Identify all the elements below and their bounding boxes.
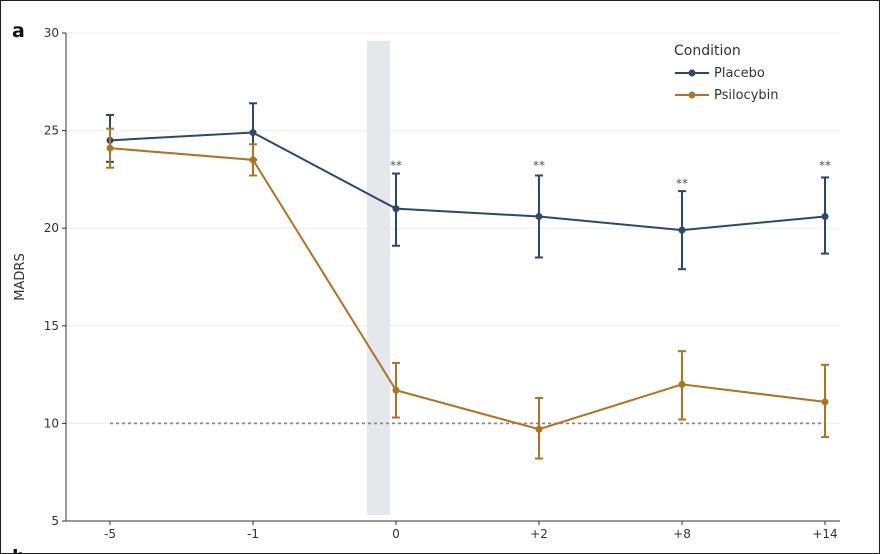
- legend-swatch-point: [688, 91, 696, 99]
- data-point: [821, 212, 829, 220]
- data-point: [678, 380, 686, 388]
- x-tick-label: +14: [812, 527, 837, 541]
- significance-marker: **: [390, 159, 402, 173]
- data-point: [106, 144, 114, 152]
- y-tick-label: 5: [51, 514, 59, 528]
- significance-marker: **: [533, 159, 545, 173]
- data-point: [392, 205, 400, 213]
- panel-letter-a: a: [12, 20, 25, 42]
- x-tick-label: +8: [673, 527, 691, 541]
- x-tick-label: -5: [104, 527, 116, 541]
- significance-marker: **: [676, 176, 688, 190]
- legend-title: Condition: [674, 43, 741, 59]
- plot-background: 5 10 15 20 25 30 -5 -1 0 +2 +8 +14: [44, 26, 840, 541]
- plot-marks: ** ** ** **: [106, 69, 831, 460]
- x-tick-label: +2: [530, 527, 548, 541]
- data-point: [535, 212, 543, 220]
- y-tick-label: 10: [44, 416, 59, 430]
- x-tick-label: 0: [392, 527, 400, 541]
- series-line-psilocybin: [109, 147, 826, 431]
- y-tick-label: 15: [44, 319, 59, 333]
- data-point: [535, 425, 543, 433]
- data-point: [821, 398, 829, 406]
- y-tick-label: 20: [44, 221, 59, 235]
- legend-swatch-point: [688, 69, 696, 77]
- significance-marker: **: [819, 159, 831, 173]
- data-point: [678, 226, 686, 234]
- y-axis-label: MADRS: [13, 253, 28, 300]
- panel-letter-b: b: [12, 546, 26, 554]
- data-point: [392, 386, 400, 394]
- series-line-placebo: [109, 131, 826, 232]
- legend-label-psilocybin: Psilocybin: [714, 88, 779, 103]
- data-point: [249, 129, 257, 137]
- y-tick-label: 30: [44, 26, 59, 40]
- legend-label-placebo: Placebo: [714, 66, 765, 81]
- y-tick-label: 25: [44, 124, 59, 138]
- data-point: [249, 156, 257, 164]
- dosing-shaded-band: [367, 41, 390, 515]
- x-tick-label: -1: [247, 527, 259, 541]
